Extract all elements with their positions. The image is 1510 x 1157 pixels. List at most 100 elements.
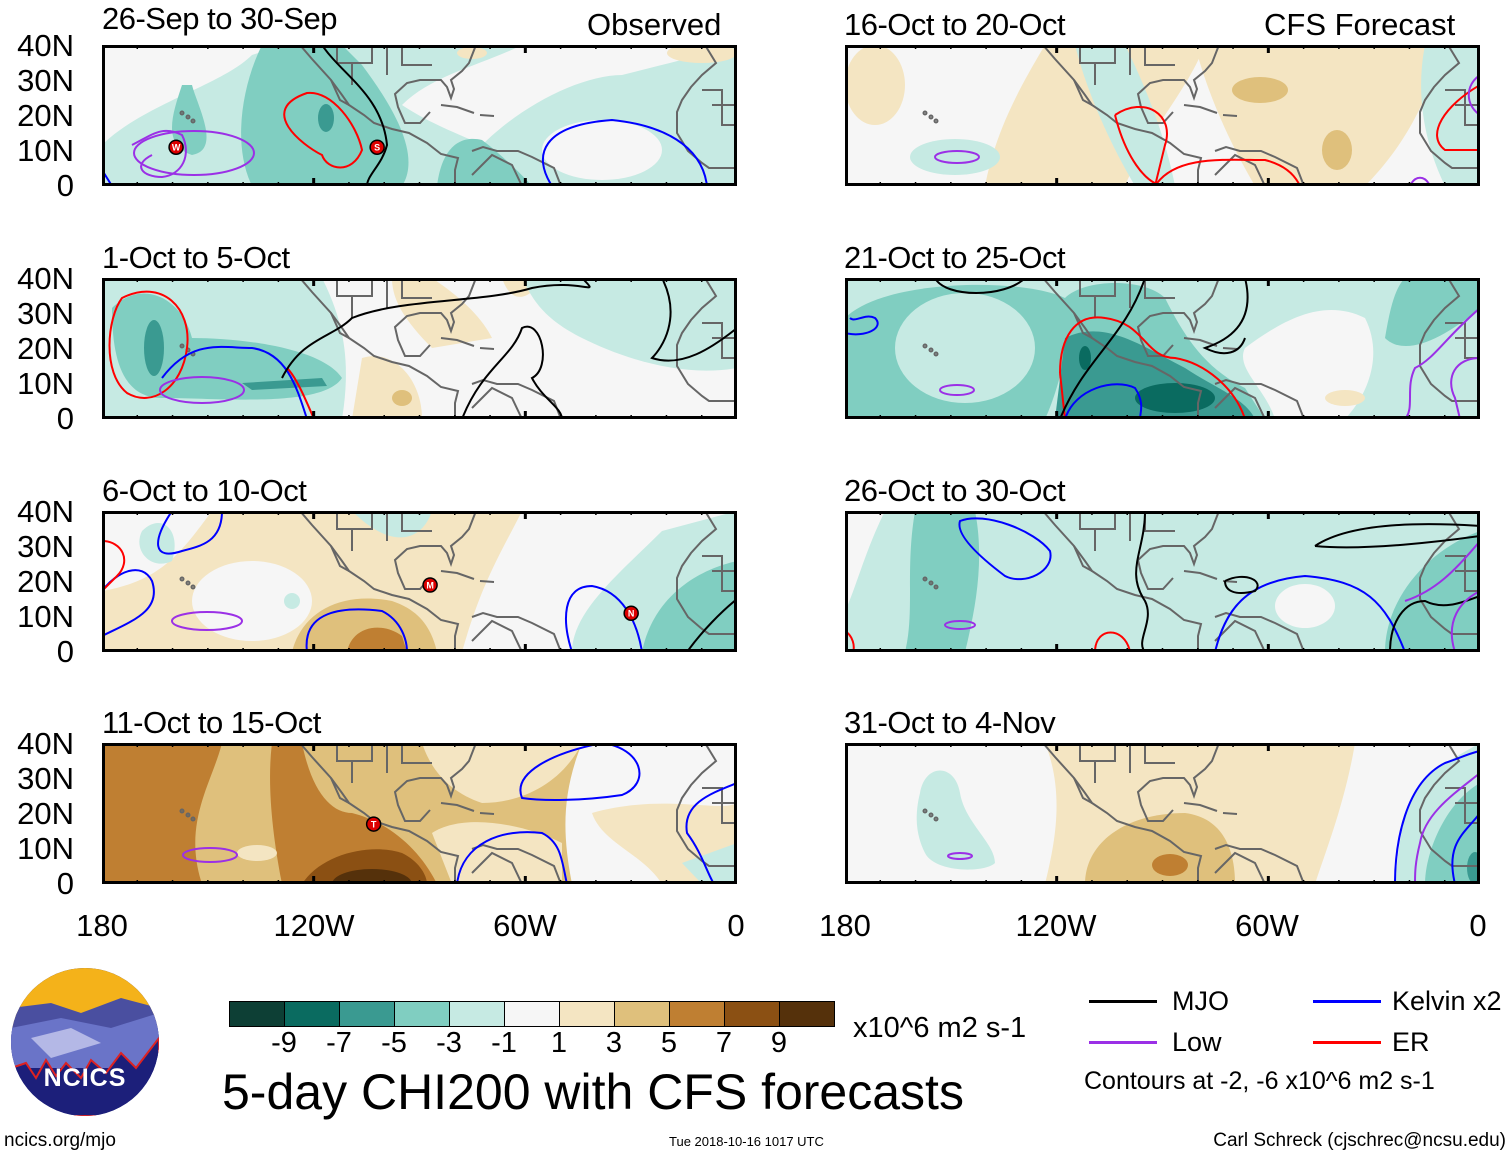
kelvin-contour [1394, 750, 1477, 881]
kelvin-contour [958, 517, 1052, 581]
lat-label: 10N [17, 599, 74, 634]
mjo-contour [1135, 514, 1149, 649]
mjo-contour [322, 48, 389, 183]
storm-letter: N [628, 609, 635, 619]
forecast-label: CFS Forecast [1264, 7, 1456, 42]
lat-label: 30N [17, 63, 74, 98]
lat-label: 0 [56, 634, 74, 669]
lon-label: 60W [1235, 908, 1299, 943]
legend-er-line [1313, 1041, 1381, 1044]
legend-low-label: Low [1172, 1027, 1222, 1057]
panel-title: 26-Sep to 30-Sep [102, 1, 338, 36]
ncics-logo[interactable]: NCICS [11, 968, 159, 1116]
low-contour [171, 611, 243, 631]
tropical-storm-icon: S [369, 139, 385, 155]
lat-label: 10N [17, 133, 74, 168]
colorbar-swatch [560, 1002, 615, 1026]
shading-pos1 [667, 48, 734, 63]
lon-label: 0 [1469, 908, 1487, 943]
low-contour [939, 384, 975, 396]
panel-title: 21-Oct to 25-Oct [844, 240, 1066, 275]
lat-label: 40N [17, 726, 74, 761]
tropical-storm-icon: W [168, 139, 184, 155]
mjo-contour [687, 600, 734, 649]
figure-title: 5-day CHI200 with CFS forecasts [222, 1064, 964, 1120]
lat-label: 10N [17, 831, 74, 866]
source-url[interactable]: ncics.org/mjo [4, 1130, 116, 1151]
low-contour [934, 150, 980, 164]
map-panel-oct21 [845, 278, 1480, 419]
panel-title: 26-Oct to 30-Oct [844, 473, 1066, 508]
kelvin-contour [1065, 383, 1143, 416]
observed-label: Observed [587, 7, 722, 42]
lon-label: 180 [819, 908, 871, 943]
kelvin-contour [161, 345, 308, 416]
er-contour [105, 540, 126, 590]
lon-label: 60W [493, 908, 557, 943]
colorbar-swatch [230, 1002, 285, 1026]
colorbar-swatch [340, 1002, 395, 1026]
panel-title: 1-Oct to 5-Oct [102, 240, 290, 275]
legend-low-line [1089, 1041, 1157, 1044]
shading-pos3 [1085, 813, 1235, 881]
storm-letter: T [371, 820, 377, 830]
author-credit: Carl Schreck (cjschrec@ncsu.edu) [1213, 1130, 1506, 1151]
low-contour [133, 130, 255, 176]
colorbar-swatch [285, 1002, 340, 1026]
map-panel-oct31 [845, 743, 1480, 884]
colorbar-label: 7 [715, 1027, 733, 1059]
shading-pos5 [270, 746, 436, 881]
shading-pos1 [352, 356, 422, 416]
shading-neg1 [916, 770, 995, 870]
panel-title: 6-Oct to 10-Oct [102, 473, 307, 508]
map-panel-oct11: T [102, 743, 737, 884]
colorbar-label: -1 [491, 1027, 517, 1059]
lon-label: 180 [76, 908, 128, 943]
shading-neg3 [905, 514, 980, 649]
colorbar-label: -3 [436, 1027, 462, 1059]
er-contour [848, 631, 1131, 649]
tropical-storm-icon: M [422, 577, 438, 593]
lon-label: 120W [1015, 908, 1097, 943]
kelvin-contour [542, 118, 708, 183]
low-contour [159, 376, 245, 404]
low-contour [947, 852, 973, 860]
shading-pos9 [332, 869, 412, 881]
shading-pos-neutral [542, 120, 662, 180]
lat-label: 30N [17, 296, 74, 331]
storm-letter: M [426, 581, 434, 591]
shading-neg3 [437, 138, 530, 183]
er-contour [1059, 316, 1245, 416]
tropical-storm-icon: N [623, 605, 639, 621]
er-contour [108, 290, 189, 399]
colorbar-label: 3 [605, 1027, 623, 1059]
legend-mjo-line [1089, 1000, 1157, 1003]
lat-label: 20N [17, 564, 74, 599]
legend-er-label: ER [1392, 1027, 1430, 1057]
er-contour [1114, 105, 1168, 183]
lat-label: 40N [17, 494, 74, 529]
tropical-storm-icon: T [365, 816, 382, 832]
lat-label: 30N [17, 529, 74, 564]
lat-label: 40N [17, 28, 74, 63]
shading-neg3 [172, 85, 207, 155]
lat-label: 20N [17, 98, 74, 133]
er-contour [283, 91, 364, 169]
mjo-contour [936, 281, 1023, 294]
lat-label: 40N [17, 261, 74, 296]
colorbar-label: -7 [326, 1027, 352, 1059]
map-panel-oct26 [845, 511, 1480, 652]
lat-label: 0 [56, 866, 74, 901]
map-panel-oct16 [845, 45, 1480, 186]
colorbar-swatch [780, 1002, 834, 1026]
shading-neg5 [144, 320, 164, 376]
shading-neg5 [318, 104, 334, 132]
colorbar-swatch [615, 1002, 670, 1026]
colorbar-label: 9 [770, 1027, 788, 1059]
colorbar-swatch [505, 1002, 560, 1026]
low-contour [182, 847, 238, 863]
shading-pos5 [347, 627, 407, 649]
legend-kelvin-line [1313, 1000, 1381, 1003]
timestamp: Tue 2018-10-16 1017 UTC [669, 1134, 824, 1149]
